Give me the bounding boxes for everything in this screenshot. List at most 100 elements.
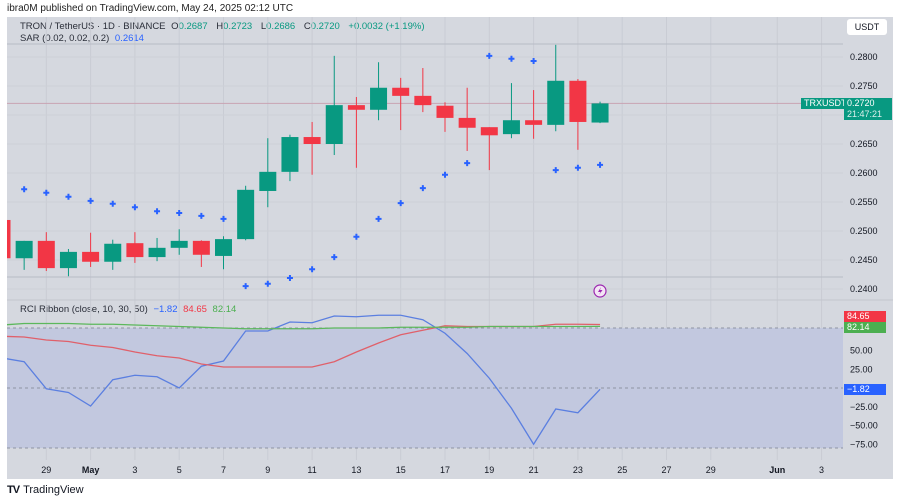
sar-point — [176, 210, 183, 217]
candle-body — [281, 137, 299, 172]
bar-countdown: 21:47:21 — [847, 109, 883, 119]
candle-body — [480, 127, 498, 136]
candle — [370, 62, 388, 121]
candle — [7, 219, 11, 259]
ohlc-low: L0.2686 — [260, 21, 296, 32]
candle-body — [126, 243, 144, 258]
time-axis-label: 29 — [41, 465, 51, 475]
last-price: 0.2720 — [847, 98, 875, 108]
candle — [480, 127, 498, 171]
candle-body — [148, 247, 166, 258]
candle — [82, 232, 100, 267]
sar-point — [242, 283, 249, 290]
time-axis-label: Jun — [769, 465, 785, 475]
sar-point — [442, 171, 448, 178]
rci-axis-label: 25.00 — [850, 364, 873, 374]
sar-point — [309, 266, 316, 273]
time-axis-label: 27 — [661, 465, 671, 475]
sar-value: 0.2614 — [114, 33, 144, 44]
candle — [347, 97, 365, 168]
sar-point — [464, 160, 471, 167]
candle — [436, 102, 454, 132]
sar-point — [87, 197, 94, 204]
sar-point — [220, 215, 227, 222]
candle-body — [59, 251, 77, 269]
ohlc-high: H0.2723 — [216, 21, 253, 32]
candle-body — [37, 240, 55, 269]
time-axis-label: 19 — [484, 465, 494, 475]
candle-body — [569, 80, 587, 122]
candle — [502, 83, 520, 139]
candle — [59, 248, 77, 277]
candle-body — [237, 189, 255, 240]
sar-point — [198, 212, 205, 219]
rci-long-badge: 82.14 — [844, 322, 886, 333]
candle — [15, 240, 33, 270]
time-axis-label: 21 — [529, 465, 539, 475]
sar-point — [65, 193, 72, 200]
candle — [303, 121, 321, 175]
candle — [148, 237, 166, 262]
rci-short-value: −1.82 — [153, 304, 178, 315]
sar-point — [154, 208, 161, 215]
time-axis-label: 9 — [265, 465, 270, 475]
candle-body — [15, 240, 33, 259]
rci-axis-label: 50.00 — [850, 346, 873, 356]
rci-mid-badge: 84.65 — [844, 311, 886, 322]
sar-point — [286, 274, 293, 281]
rci-legend[interactable]: RCI Ribbon (close, 10, 30, 50) −1.82 84.… — [20, 304, 239, 315]
symbol-title[interactable]: TRON / TetherUS · 1D · BINANCE — [20, 21, 166, 32]
candle — [591, 101, 609, 124]
time-axis-label: 29 — [706, 465, 716, 475]
candle — [325, 55, 343, 156]
brand-name: TradingView — [23, 484, 84, 496]
candle-body — [502, 120, 520, 135]
rci-short-badge: −1.82 — [844, 384, 886, 395]
time-axis-label: May — [82, 465, 100, 475]
candle — [215, 236, 232, 270]
candle-body — [436, 105, 454, 118]
sar-point — [131, 204, 138, 211]
sar-point — [353, 233, 360, 240]
candle-body — [525, 120, 543, 125]
sar-point — [530, 58, 537, 65]
lightning-icon-bolt — [598, 287, 603, 295]
time-axis-label: 15 — [396, 465, 406, 475]
candle-body — [414, 95, 432, 106]
candle — [37, 232, 55, 272]
candle-body — [104, 243, 122, 262]
candle — [547, 44, 565, 132]
time-axis-label: 17 — [440, 465, 450, 475]
price-axis-label: 0.2600 — [850, 168, 878, 178]
time-axis-label: 23 — [573, 465, 583, 475]
lightning-icon — [593, 284, 607, 298]
candle-body — [215, 239, 232, 256]
candle-body — [591, 103, 609, 123]
sar-point — [109, 200, 116, 207]
rci-line-10 — [7, 314, 601, 446]
rci-axis-label: −50.00 — [850, 421, 878, 431]
price-axis-label: 0.2500 — [850, 226, 878, 236]
candle-body — [303, 137, 321, 144]
time-axis-label: 5 — [177, 465, 182, 475]
rci-axis-label: −75.00 — [850, 439, 878, 449]
time-axis-label: 7 — [221, 465, 226, 475]
candle-body — [547, 80, 565, 125]
candle — [525, 90, 543, 139]
candle-body — [7, 219, 11, 259]
sar-point — [552, 167, 559, 174]
sar-point — [419, 185, 426, 192]
time-axis-label: 3 — [819, 465, 824, 475]
sar-point — [508, 55, 515, 62]
time-axis-label: 11 — [307, 465, 316, 475]
sar-point — [574, 164, 581, 171]
ohlc-open: O0.2687 — [171, 21, 208, 32]
rci-label: RCI Ribbon (close, 10, 30, 50) — [20, 304, 148, 315]
time-axis-label: 25 — [617, 465, 627, 475]
sar-legend[interactable]: SAR (0.02, 0.02, 0.2) 0.2614 — [20, 33, 147, 44]
candle-body — [259, 171, 277, 191]
currency-button[interactable]: USDT — [847, 19, 887, 35]
sar-point — [375, 215, 382, 222]
ohlc-close: C0.2720 — [303, 21, 340, 32]
